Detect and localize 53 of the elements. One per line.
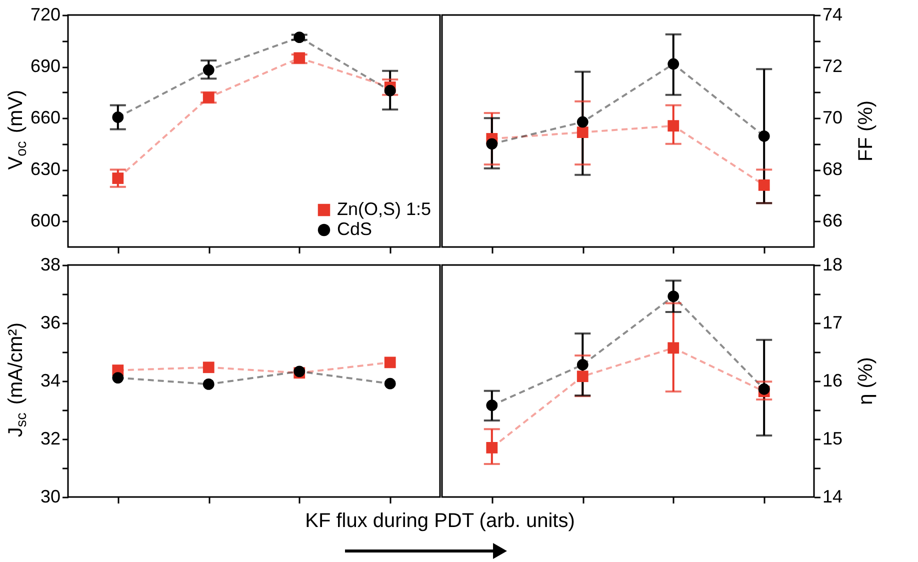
y-tick-label: 66: [822, 210, 843, 231]
point: [202, 362, 214, 374]
y-tick-label: 16: [822, 370, 843, 390]
point: [384, 356, 396, 368]
y-axis-title: Jsc (mA/cm²): [5, 322, 30, 438]
point: [486, 138, 498, 150]
point: [202, 64, 214, 76]
point: [668, 342, 680, 354]
y-tick-label: 36: [40, 312, 60, 332]
y-tick-label: 14: [822, 486, 843, 506]
y-tick-label: 17: [822, 312, 843, 332]
y-tick-label: 38: [40, 254, 60, 274]
point: [294, 52, 306, 64]
point: [294, 32, 306, 44]
y-axis-title: FF (%): [855, 100, 877, 162]
y-tick-label: 720: [30, 4, 60, 24]
y-axis-title: η (%): [855, 357, 877, 405]
y-axis-title: Voc (mV): [5, 90, 30, 170]
point: [576, 359, 588, 370]
y-tick-label: 30: [40, 486, 60, 506]
point: [202, 378, 214, 390]
y-tick-label: 72: [822, 56, 843, 76]
point: [576, 370, 588, 382]
y-tick-label: 68: [822, 159, 843, 180]
y-tick-label: 32: [40, 428, 60, 448]
point: [202, 92, 214, 104]
point: [112, 112, 124, 123]
y-tick-label: 630: [30, 159, 60, 180]
point: [112, 172, 124, 184]
point: [384, 378, 396, 390]
y-tick-label: 15: [822, 428, 843, 448]
legend-label: CdS: [337, 219, 372, 239]
point: [576, 126, 588, 138]
y-tick-label: 70: [822, 108, 843, 128]
point: [668, 58, 680, 70]
point: [758, 383, 770, 395]
y-tick-label: 18: [822, 254, 843, 274]
point: [668, 290, 680, 302]
point: [112, 372, 124, 384]
y-tick-label: 690: [30, 56, 60, 76]
legend-label: Zn(O,S) 1:5: [337, 199, 432, 219]
y-tick-label: 660: [30, 108, 60, 128]
point: [384, 84, 396, 96]
point: [576, 116, 588, 128]
point: [668, 120, 680, 132]
point: [486, 400, 498, 412]
x-axis-title: KF flux during PDT (arb. units): [305, 510, 575, 532]
y-tick-label: 600: [30, 210, 60, 231]
point: [486, 442, 498, 454]
y-tick-label: 74: [822, 4, 843, 24]
point: [758, 179, 770, 191]
y-tick-label: 34: [40, 370, 60, 390]
point: [758, 130, 770, 142]
